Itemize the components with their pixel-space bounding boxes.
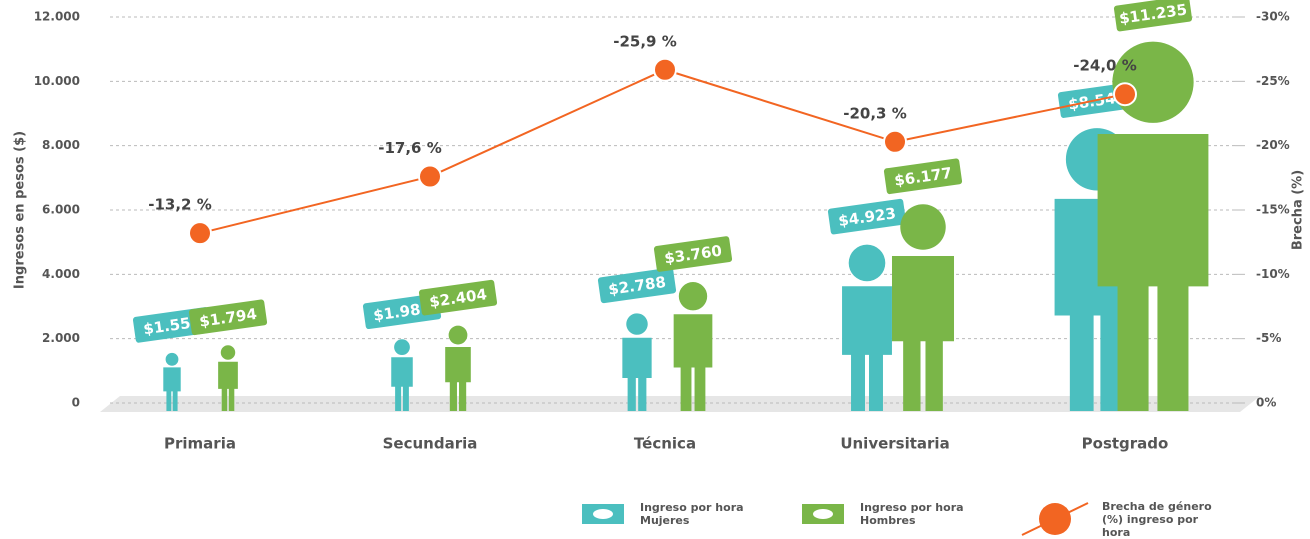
person-mark <box>622 313 652 411</box>
value-tag-bg <box>883 158 963 195</box>
value-tag-bg <box>1113 0 1193 32</box>
data-label: -13,2 % <box>148 196 212 214</box>
data-label: -25,9 % <box>613 32 677 50</box>
gap-line <box>199 68 1126 235</box>
value-tag-bg <box>827 198 907 235</box>
y2-tick-label: -20% <box>1256 138 1290 152</box>
ground <box>100 396 1260 412</box>
person-mark <box>891 204 955 411</box>
y2-tick-label: -25% <box>1256 74 1290 88</box>
y-tick-label: 2.000 <box>42 331 80 345</box>
y2-tick-label: -30% <box>1256 10 1290 24</box>
x-tick-label: Secundaria <box>383 435 478 453</box>
value-tag-bg <box>188 299 268 336</box>
value-tag: $3.760 <box>653 236 733 272</box>
y2-tick-label: 0% <box>1256 396 1276 410</box>
gap-point <box>653 57 677 82</box>
person-mark <box>391 339 413 411</box>
data-label: -17,6 % <box>378 139 442 157</box>
y-tick-label: 12.000 <box>34 10 80 24</box>
legend-icon <box>802 504 844 524</box>
x-tick-label: Primaria <box>164 435 236 453</box>
legend-item: Brecha de género (%) ingreso por hora <box>1020 499 1212 539</box>
value-tag: $1.794 <box>188 299 268 336</box>
value-tag: $4.923 <box>827 198 907 235</box>
gap-point <box>418 164 442 189</box>
legend-label: Brecha de género (%) ingreso por hora <box>1102 499 1212 539</box>
value-tag-bg <box>418 279 498 316</box>
person-mark <box>842 244 892 411</box>
x-tick-label: Postgrado <box>1082 435 1169 453</box>
y-tick-label: 4.000 <box>42 267 80 281</box>
y2-tick-label: -15% <box>1256 203 1290 217</box>
y2-tick-label: -5% <box>1256 331 1281 345</box>
person-mark <box>445 325 471 411</box>
value-tag-bg <box>597 267 677 304</box>
legend-item: Ingreso por hora Hombres <box>798 499 970 529</box>
x-tick-label: Universitaria <box>840 435 949 453</box>
x-tick-label: Técnica <box>634 435 696 453</box>
gap-point <box>883 129 907 154</box>
value-tag: $6.177 <box>883 158 963 195</box>
legend-icon <box>1021 502 1089 536</box>
data-label: -20,3 % <box>843 104 907 122</box>
value-tag: $2.788 <box>597 267 677 304</box>
data-label: -24,0 % <box>1073 57 1137 75</box>
y-tick-label: 8.000 <box>42 138 80 152</box>
person-mark <box>1097 41 1209 412</box>
value-tag-bg <box>653 236 733 272</box>
legend-item: Ingreso por hora Mujeres <box>578 499 750 529</box>
person-mark <box>218 345 238 411</box>
y-axis-label: Ingresos en pesos ($) <box>13 131 28 289</box>
gap-point <box>1113 82 1137 107</box>
person-mark <box>673 282 713 411</box>
value-tag: $11.235 <box>1113 0 1193 32</box>
y-tick-label: 0 <box>72 396 80 410</box>
y-tick-label: 6.000 <box>42 203 80 217</box>
legend-icon <box>582 504 624 524</box>
y2-axis-label: Brecha (%) <box>1291 170 1306 250</box>
legend-label: Ingreso por hora Mujeres <box>640 501 744 527</box>
value-tag: $2.404 <box>418 279 498 316</box>
person-mark <box>163 352 181 411</box>
y-tick-label: 10.000 <box>34 74 80 88</box>
y2-tick-label: -10% <box>1256 267 1290 281</box>
gap-point <box>188 221 212 246</box>
legend-label: Ingreso por hora Hombres <box>860 501 964 527</box>
